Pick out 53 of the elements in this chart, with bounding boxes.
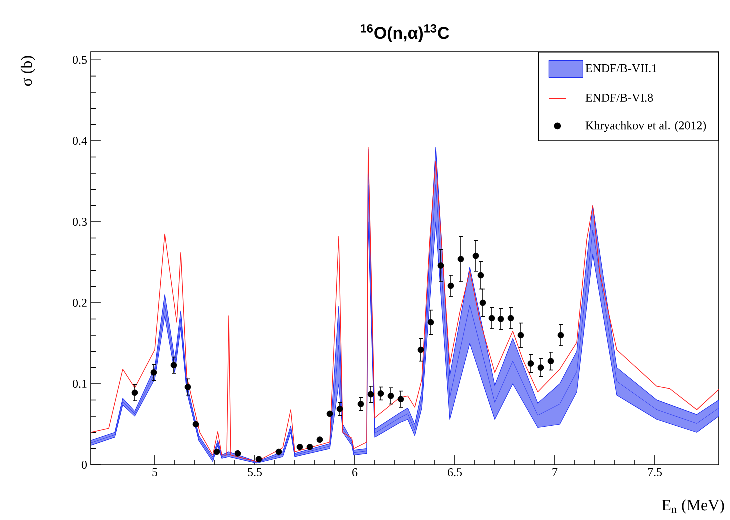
x-tick-label: 7 bbox=[552, 468, 558, 476]
point bbox=[480, 300, 486, 306]
point bbox=[472, 252, 480, 260]
point bbox=[316, 436, 324, 444]
point bbox=[508, 315, 514, 322]
point bbox=[214, 448, 220, 456]
x-tick-label: 6 bbox=[352, 468, 358, 477]
point bbox=[548, 358, 554, 365]
point bbox=[418, 346, 424, 354]
y-axis-title: σ (b) bbox=[20, 56, 36, 86]
point bbox=[518, 332, 524, 339]
point bbox=[368, 391, 374, 398]
chart-title: $^{16}$O(n,α)$^{13}$C bbox=[360, 24, 450, 42]
point bbox=[458, 256, 464, 262]
point bbox=[150, 369, 158, 376]
y-tick-label: 0.3 bbox=[72, 218, 88, 226]
x-axis-title: E$_{n}$ (MeV) bbox=[662, 499, 724, 514]
point bbox=[306, 444, 314, 450]
point bbox=[234, 450, 242, 457]
point bbox=[398, 396, 404, 403]
x-tick-label: 5.5 bbox=[248, 468, 262, 477]
point bbox=[498, 316, 504, 322]
y-tick-label: 0.5 bbox=[72, 56, 88, 64]
point bbox=[378, 390, 384, 397]
x-tick-label: 5 bbox=[152, 468, 158, 476]
y-tick-label: 0 bbox=[82, 460, 88, 470]
x-tick-label: 6.5 bbox=[448, 468, 462, 477]
legend-label: ENDF/B-VI.8 bbox=[586, 94, 654, 102]
y-tick-label: 0.1 bbox=[72, 380, 87, 388]
point bbox=[256, 456, 262, 463]
point bbox=[538, 364, 544, 372]
point bbox=[488, 315, 496, 322]
legend-label: Khryachkov et al. (2012) bbox=[586, 121, 706, 132]
y-tick-label: 0.4 bbox=[72, 137, 88, 146]
x-tick-label: 7.5 bbox=[648, 468, 662, 477]
point bbox=[170, 362, 178, 369]
point bbox=[528, 360, 534, 367]
point bbox=[428, 319, 434, 326]
point bbox=[478, 272, 484, 279]
point bbox=[558, 332, 564, 339]
point bbox=[438, 262, 444, 269]
point bbox=[326, 410, 334, 418]
point bbox=[336, 406, 344, 412]
y-tick-label: 0.2 bbox=[72, 298, 87, 308]
point bbox=[448, 282, 454, 290]
legend-label: ENDF/B-VII.1 bbox=[586, 64, 657, 73]
point bbox=[358, 401, 364, 408]
point bbox=[132, 390, 138, 396]
point bbox=[388, 392, 394, 400]
point bbox=[192, 421, 200, 428]
point bbox=[296, 444, 304, 450]
point bbox=[184, 384, 192, 390]
point bbox=[276, 448, 282, 456]
